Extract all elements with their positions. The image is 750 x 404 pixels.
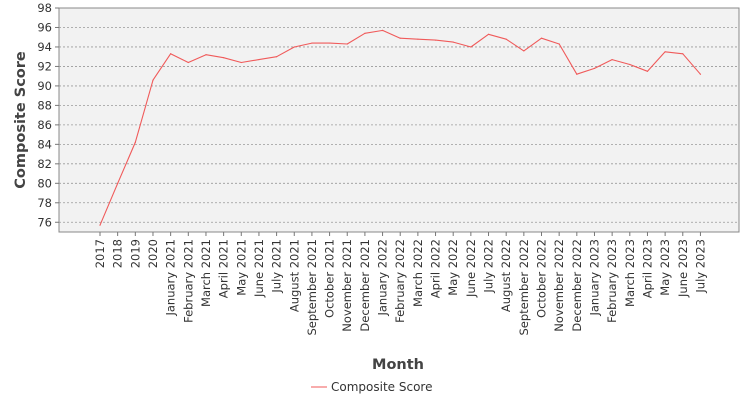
data-point: [328, 42, 331, 44]
data-point: [152, 79, 154, 81]
data-point: [258, 59, 260, 61]
y-tick-label: 76: [37, 215, 52, 229]
x-tick-label: July 2022: [482, 239, 496, 294]
x-tick-label: March 2021: [199, 239, 213, 307]
y-axis-ticks: 76 78 80 82 84 86 88 90 92 94 96 98: [37, 1, 59, 229]
x-tick-label: October 2021: [323, 239, 337, 318]
y-tick-label: 88: [37, 98, 52, 112]
data-point: [505, 38, 507, 40]
y-tick-label: 98: [37, 1, 52, 15]
y-tick-label: 82: [37, 157, 52, 171]
data-point: [276, 56, 278, 58]
data-point: [452, 41, 454, 43]
data-point: [364, 32, 366, 34]
series-layer: [99, 29, 702, 226]
y-tick-label: 80: [37, 176, 52, 190]
data-point: [399, 37, 401, 39]
x-tick-label: February 2021: [181, 239, 195, 323]
x-tick-label: July 2021: [270, 239, 284, 294]
data-point: [682, 53, 684, 55]
x-tick-label: 2018: [111, 239, 125, 268]
data-point: [629, 63, 631, 66]
x-tick-label: December 2021: [358, 239, 372, 332]
data-point: [381, 29, 384, 31]
x-tick-label: October 2022: [535, 239, 549, 318]
x-tick-label: August 2021: [287, 239, 301, 312]
x-tick-label: March 2022: [411, 239, 425, 307]
x-tick-label: April 2023: [640, 239, 654, 298]
legend-label-composite-score: Composite Score: [331, 380, 432, 394]
y-tick-label: 84: [37, 137, 52, 151]
data-point: [417, 38, 419, 40]
y-axis-title: Composite Score: [13, 51, 29, 189]
x-tick-label: 2019: [128, 239, 142, 268]
data-point: [699, 73, 702, 75]
x-tick-label: January 2023: [587, 239, 601, 317]
x-axis-ticks: 2017 2018 2019 2020 January 2021 February 202…: [93, 232, 707, 336]
x-tick-label: February 2022: [393, 239, 407, 323]
data-point: [470, 46, 472, 48]
data-point: [523, 50, 525, 52]
data-point: [646, 70, 649, 72]
data-point: [611, 59, 613, 61]
y-tick-label: 92: [37, 59, 52, 73]
data-point: [346, 43, 348, 45]
x-axis-title: Month: [372, 357, 424, 373]
x-tick-label: April 2022: [429, 239, 443, 298]
x-tick-label: May 2022: [446, 239, 460, 296]
x-tick-label: January 2022: [376, 239, 390, 317]
x-tick-label: December 2022: [570, 239, 584, 332]
data-point: [293, 46, 295, 48]
x-tick-label: June 2023: [676, 239, 690, 298]
y-tick-label: 78: [37, 196, 52, 210]
x-tick-label: June 2022: [464, 239, 478, 298]
data-point: [434, 39, 437, 41]
y-tick-label: 90: [37, 79, 52, 93]
data-point: [311, 42, 313, 44]
x-tick-label: April 2021: [217, 239, 231, 298]
data-point: [558, 43, 560, 45]
x-tick-label: 2017: [93, 239, 107, 268]
grid-lines: [59, 27, 739, 223]
data-point: [117, 182, 119, 184]
x-tick-label: November 2021: [340, 239, 354, 332]
x-tick-label: November 2022: [552, 239, 566, 332]
x-tick-label: May 2023: [658, 239, 672, 296]
x-tick-label: March 2023: [623, 239, 637, 307]
x-tick-label: January 2021: [164, 239, 178, 317]
data-point: [187, 61, 189, 64]
x-tick-label: June 2021: [252, 239, 266, 298]
data-point: [240, 61, 242, 64]
x-tick-label: September 2022: [517, 239, 531, 336]
data-point: [487, 33, 490, 35]
x-tick-label: July 2023: [693, 239, 707, 294]
plot-area-background: [58, 7, 740, 233]
data-point: [593, 67, 596, 69]
y-tick-label: 86: [37, 118, 52, 132]
data-point: [170, 53, 172, 55]
data-point: [99, 224, 101, 226]
x-tick-label: August 2022: [499, 239, 513, 312]
y-tick-label: 94: [37, 40, 52, 54]
data-point: [134, 141, 136, 143]
data-point: [576, 73, 578, 75]
x-tick-label: September 2021: [305, 239, 319, 336]
data-point: [205, 54, 207, 56]
data-point: [540, 37, 543, 39]
x-tick-label: February 2023: [605, 239, 619, 323]
data-point: [223, 57, 225, 59]
legend: Composite Score: [311, 380, 432, 394]
x-tick-label: 2020: [146, 239, 160, 268]
x-tick-label: May 2021: [234, 239, 248, 296]
data-point: [664, 51, 666, 53]
y-tick-label: 96: [37, 20, 52, 34]
